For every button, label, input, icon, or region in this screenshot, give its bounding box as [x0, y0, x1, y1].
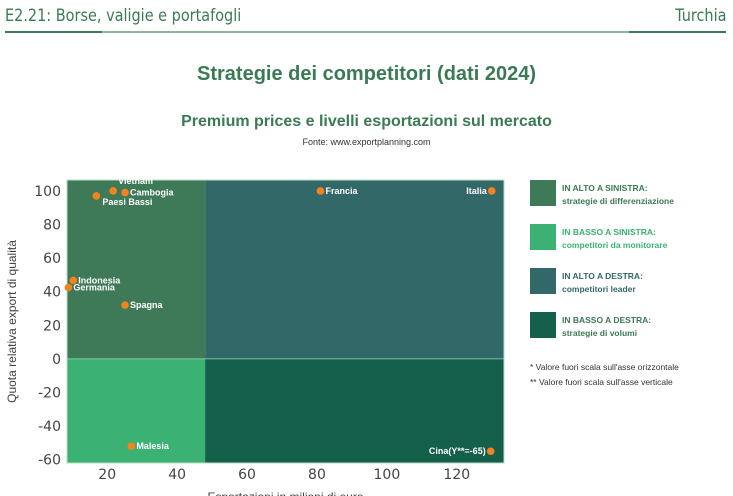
- note-y: ** Valore fuori scala sull'asse vertical…: [530, 377, 673, 387]
- quadrant-bottom-right: [205, 358, 505, 463]
- country-label: Turchia: [674, 6, 726, 26]
- legend-text: IN ALTO A DESTRA: competitori leader: [562, 270, 643, 296]
- legend-title: IN ALTO A DESTRA:: [562, 271, 643, 281]
- point-label: Germania: [73, 282, 116, 292]
- x-tick-label: 40: [168, 467, 186, 483]
- y-tick-label: -20: [38, 385, 61, 401]
- legend-desc: competitori da monitorare: [562, 240, 668, 250]
- legend-title: IN BASSO A SINISTRA:: [562, 227, 656, 237]
- legend-desc: strategie di volumi: [562, 328, 638, 338]
- x-tick-label: 100: [374, 467, 401, 483]
- point-label: Spagna: [130, 300, 164, 310]
- legend-text: IN BASSO A SINISTRA: competitori da monit…: [562, 226, 667, 252]
- y-tick-label: -60: [38, 453, 61, 469]
- y-tick-label: 0: [52, 352, 61, 368]
- point-label: Paesi Bassi: [102, 197, 152, 207]
- x-tick-label: 80: [308, 467, 326, 483]
- y-tick-label: 60: [43, 251, 61, 267]
- data-point: [121, 301, 129, 309]
- chart-source: Fonte: www.exportplanning.com: [302, 137, 431, 147]
- legend-desc: competitori leader: [562, 284, 636, 294]
- legend-text: IN BASSO A DESTRA: strategie di volumi: [562, 314, 651, 340]
- y-tick-label: 100: [34, 184, 61, 200]
- note-x: * Valore fuori scala sull'asse orizzonta…: [530, 362, 679, 372]
- data-point: [121, 188, 129, 197]
- legend-desc: strategie di differenziazione: [562, 196, 674, 206]
- data-point: [316, 187, 325, 195]
- y-axis-label: Quota relativa export di qualità: [5, 240, 19, 403]
- data-point: [486, 447, 495, 456]
- page-title: Strategie dei competitori (dati 2024): [197, 63, 536, 85]
- legend-swatch: [530, 224, 556, 250]
- x-tick-label: 120: [443, 467, 470, 483]
- legend-title: IN ALTO A SINISTRA:: [562, 183, 648, 193]
- data-point: [92, 192, 101, 200]
- data-point: [64, 283, 73, 292]
- quadrant-bottom-left: [67, 358, 206, 463]
- x-tick-label: 20: [98, 467, 116, 483]
- data-point: [109, 187, 117, 195]
- y-tick-label: -40: [38, 419, 61, 435]
- report-code-title: E2.21: Borse, valigie e portafogli: [5, 6, 242, 26]
- quadrant-top-right: [205, 180, 505, 359]
- legend-swatch: [530, 268, 556, 294]
- point-label: Vietnam: [118, 176, 153, 186]
- data-point: [69, 276, 78, 285]
- x-tick-label: 60: [238, 467, 256, 483]
- legend-text: IN ALTO A SINISTRA: strategie di differen…: [562, 182, 674, 208]
- plot-border: [66, 179, 505, 464]
- point-label: Francia: [325, 186, 358, 196]
- header-divider: [5, 31, 726, 33]
- chart-title: Premium prices e livelli esportazioni su…: [181, 113, 552, 130]
- point-label: Cina(Y**=-65): [429, 446, 486, 456]
- y-tick-label: 20: [43, 318, 61, 334]
- y-tick-label: 40: [43, 285, 61, 301]
- legend-title: IN BASSO A DESTRA:: [562, 315, 652, 325]
- y-tick-label: 80: [43, 218, 61, 234]
- point-label: Malesia: [136, 441, 170, 451]
- x-axis-label: Esportazioni in milioni di euro: [207, 490, 363, 496]
- point-label: Italia: [466, 186, 488, 196]
- legend-swatch: [530, 180, 556, 206]
- legend-swatch: [530, 312, 556, 338]
- point-label: Cambogia: [130, 188, 175, 198]
- data-point: [487, 187, 496, 195]
- quadrant-top-left: [67, 180, 206, 359]
- point-label: Indonesia: [78, 275, 121, 285]
- data-point: [127, 442, 136, 451]
